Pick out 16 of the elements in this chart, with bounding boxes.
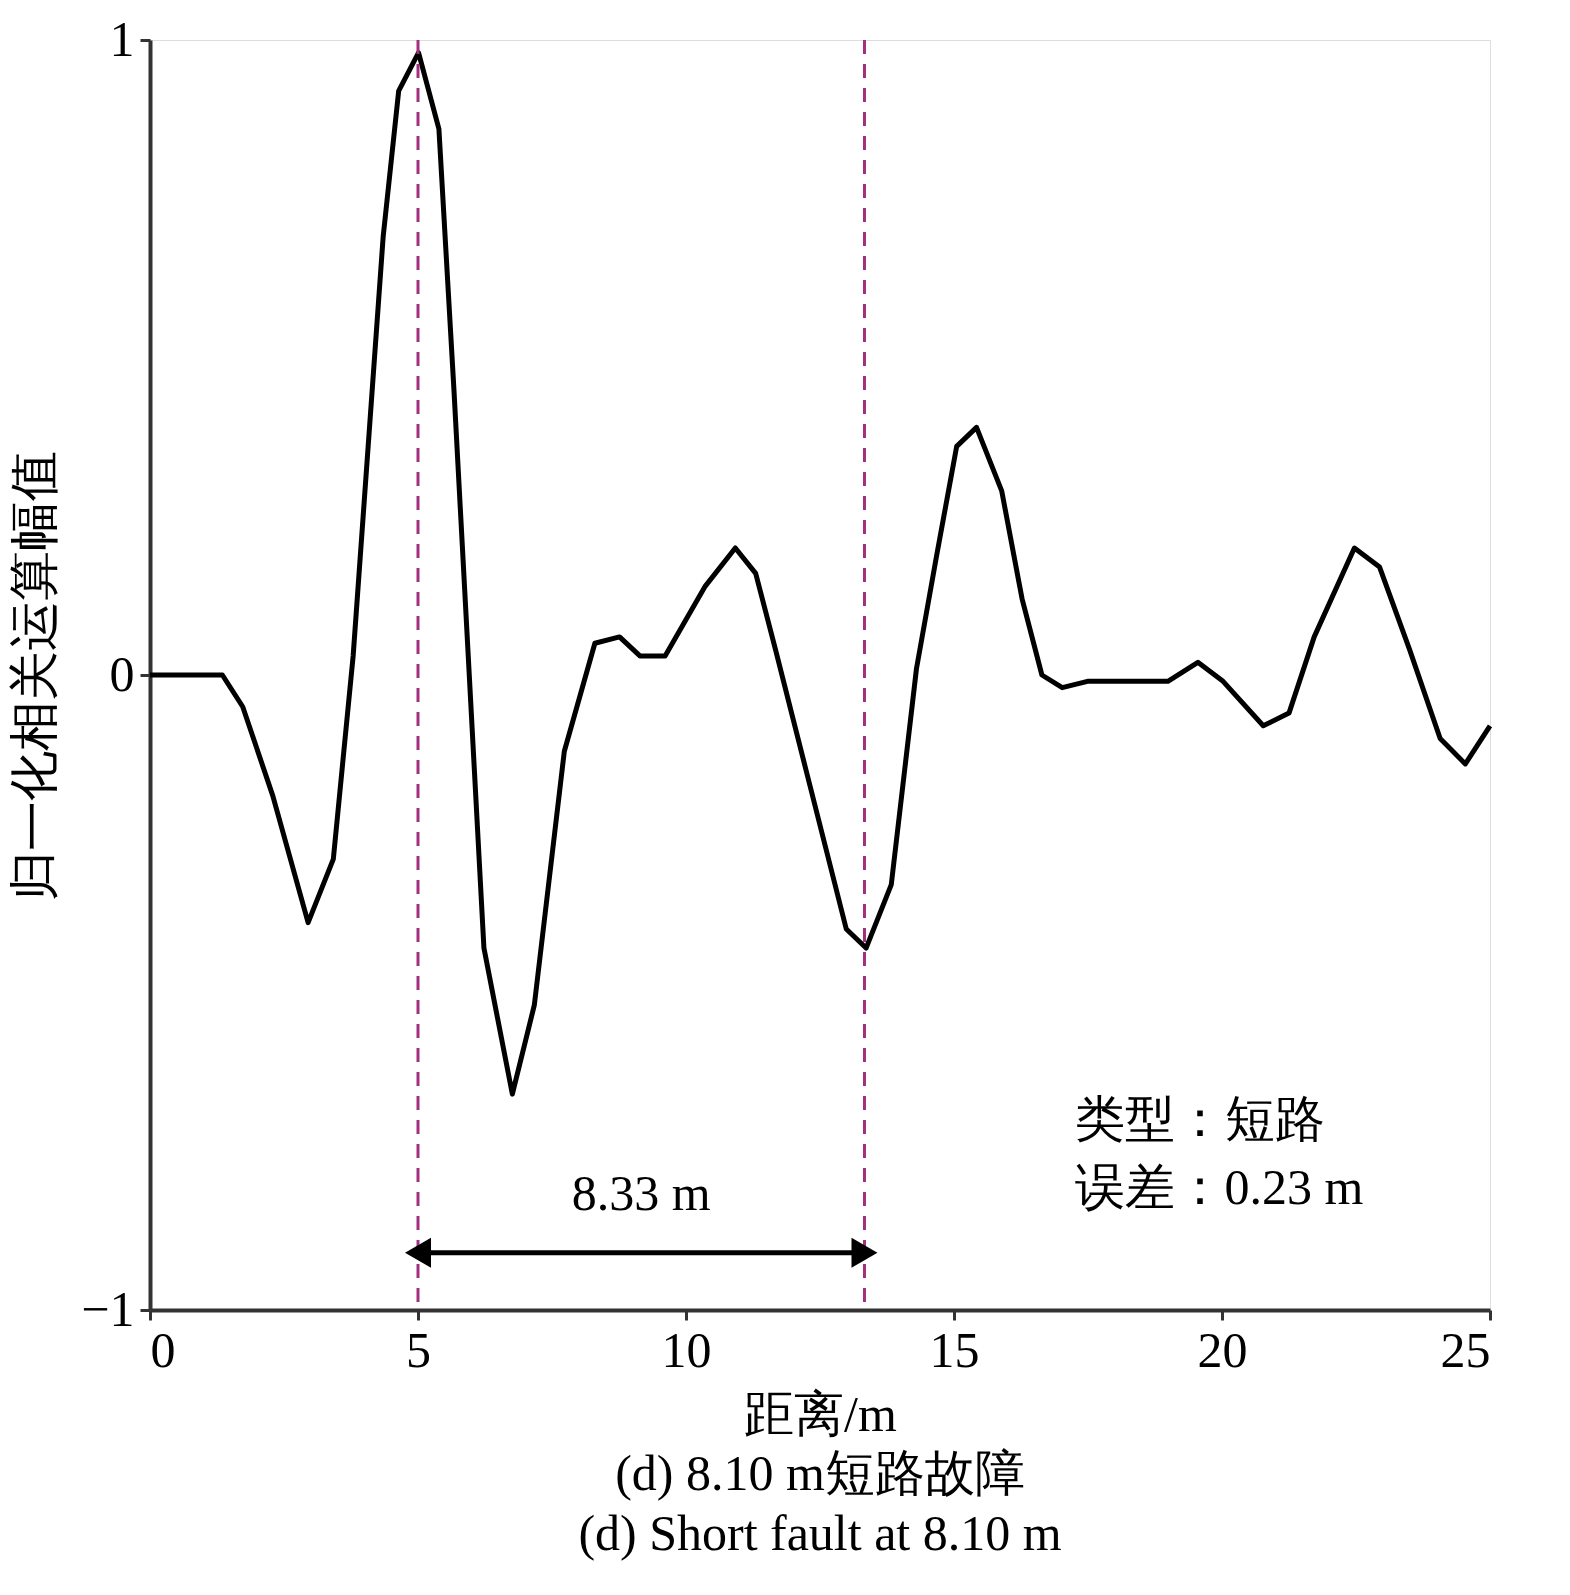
x-tick-label: 10 xyxy=(661,1321,712,1378)
x-tick-label: 5 xyxy=(406,1321,431,1378)
x-axis-title: 距离/m xyxy=(744,1385,897,1442)
annotation: 类型：短路 xyxy=(1074,1091,1325,1148)
y-tick-label: 1 xyxy=(109,10,135,67)
x-tick-label: 0 xyxy=(150,1321,176,1378)
x-tick-label: 15 xyxy=(929,1321,980,1378)
text: (d) 8.10 m短路故障 xyxy=(615,1445,1025,1501)
x-tick-label: 20 xyxy=(1197,1321,1248,1378)
text: (d) Short fault at 8.10 m xyxy=(578,1505,1062,1561)
y-axis-title: 归一化相关运算幅值 xyxy=(6,450,63,901)
y-tick-label: 0 xyxy=(109,645,135,702)
annotation: 误差：0.23 m xyxy=(1074,1159,1364,1216)
y-tick-label: −1 xyxy=(81,1280,135,1337)
x-tick-label: 25 xyxy=(1440,1321,1491,1378)
annotation: 8.33 m xyxy=(571,1164,711,1221)
